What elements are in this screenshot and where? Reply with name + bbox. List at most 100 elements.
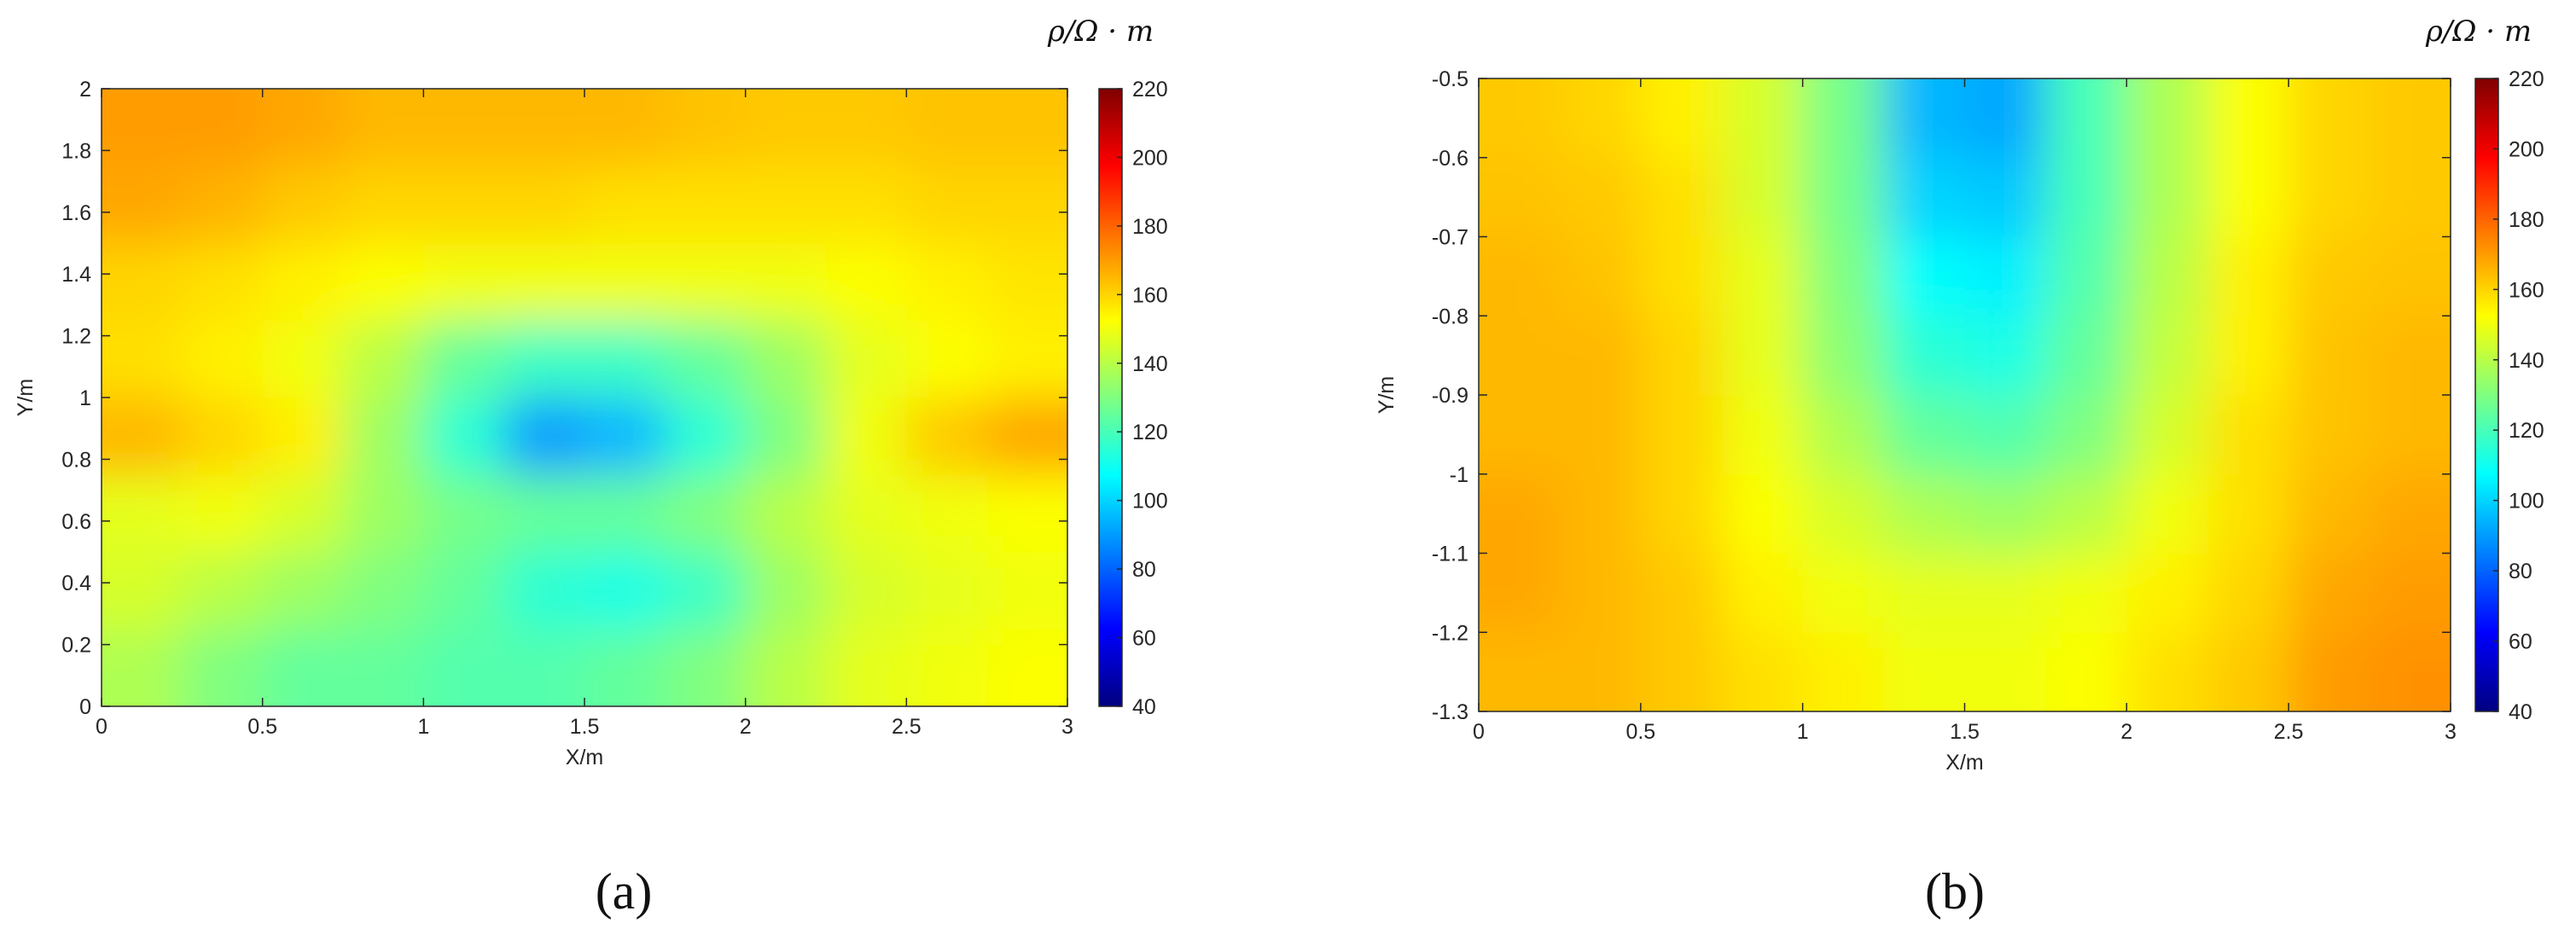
heat-cell	[2126, 395, 2208, 475]
heat-cell	[2045, 236, 2127, 316]
heat-cell	[1883, 157, 1965, 237]
heat-cell	[2207, 473, 2289, 554]
heat-cell	[1640, 553, 1723, 633]
y-tick-label: -1.1	[1432, 543, 1468, 566]
colorbar-tick-label: 40	[2509, 700, 2532, 724]
colorbar-tick-label: 160	[2509, 278, 2544, 302]
heat-cell	[102, 243, 183, 321]
heat-cell	[423, 629, 505, 706]
y-tick-label: 1	[79, 386, 91, 410]
colorbar-tick-label: 140	[2509, 349, 2544, 373]
x-tick-label: 1.5	[570, 715, 600, 739]
heat-cell	[423, 474, 505, 553]
heat-cell	[826, 89, 907, 166]
heat-cell	[2288, 236, 2370, 316]
heat-cell	[2045, 157, 2127, 237]
heat-cell	[826, 474, 907, 553]
heat-cell	[906, 165, 988, 244]
colorbar-tick-label: 140	[1132, 352, 1168, 376]
heat-cell	[1479, 632, 1561, 711]
heat-cell	[906, 474, 988, 553]
heat-cell	[2045, 78, 2127, 159]
heat-cell	[503, 89, 585, 166]
heat-cell	[2370, 395, 2451, 475]
heatmap	[102, 89, 1067, 706]
heat-cell	[503, 474, 585, 553]
heat-cell	[423, 243, 505, 321]
heat-cell	[343, 474, 424, 553]
colorbar-label: ρ/Ω · m	[2425, 15, 2532, 49]
heat-cell	[182, 165, 264, 244]
heat-cell	[2207, 553, 2289, 633]
heat-cell	[2207, 316, 2289, 396]
heat-cell	[1640, 395, 1723, 475]
heat-cell	[423, 165, 505, 244]
heat-cell	[1640, 316, 1723, 396]
heat-cell	[745, 165, 827, 244]
heat-cell	[1964, 553, 2046, 633]
x-tick-label: 2.5	[2274, 720, 2304, 744]
heat-cell	[182, 398, 264, 475]
heat-cell	[262, 474, 344, 553]
heat-cell	[1721, 395, 1804, 475]
heat-cell	[343, 89, 424, 166]
heat-cell	[102, 398, 183, 475]
plot-area	[1479, 78, 2451, 711]
heat-cell	[423, 552, 505, 630]
heat-cell	[986, 398, 1067, 475]
heat-cell	[2126, 78, 2208, 159]
colorbar-label: ρ/Ω · m	[1047, 15, 1154, 49]
heat-cell	[102, 552, 183, 630]
heat-cell	[1883, 316, 1965, 396]
heat-cell	[503, 398, 585, 475]
heat-cell	[182, 629, 264, 706]
colorbar-tick-label: 60	[2509, 630, 2532, 654]
heat-cell	[1964, 78, 2046, 159]
heat-cell	[986, 165, 1067, 244]
colorbar-tick-label: 200	[2509, 137, 2544, 161]
heat-cell	[1559, 236, 1642, 316]
heat-cell	[1883, 395, 1965, 475]
heat-cell	[1721, 316, 1804, 396]
y-tick-label: -1.2	[1432, 621, 1468, 645]
heat-cell	[2207, 236, 2289, 316]
colorbar-tick-label: 100	[1132, 490, 1168, 514]
heat-cell	[1802, 473, 1885, 554]
heat-cell	[584, 165, 666, 244]
heat-cell	[1479, 395, 1561, 475]
heat-cell	[1721, 553, 1804, 633]
heat-cell	[1721, 632, 1804, 711]
heat-cell	[665, 320, 747, 398]
colorbar-tick-label: 40	[1132, 695, 1156, 719]
heat-cell	[1559, 316, 1642, 396]
heat-cell	[1883, 473, 1965, 554]
heat-cell	[826, 552, 907, 630]
heat-cell	[2126, 157, 2208, 237]
y-tick-label: 1.8	[61, 139, 91, 163]
heat-cell	[2207, 395, 2289, 475]
heat-cell	[1640, 632, 1723, 711]
y-tick-label: -0.8	[1432, 305, 1468, 328]
heat-cell	[2288, 78, 2370, 159]
heat-cell	[745, 552, 827, 630]
heat-cell	[2288, 473, 2370, 554]
heat-cell	[826, 398, 907, 475]
colorbar-tick-label: 180	[2509, 208, 2544, 232]
y-tick-label: 1.4	[61, 263, 91, 287]
heat-cell	[503, 552, 585, 630]
heat-cell	[2126, 632, 2208, 711]
heat-cell	[745, 89, 827, 166]
colorbar-tick-label: 180	[1132, 215, 1168, 239]
heat-cell	[665, 89, 747, 166]
heat-cell	[182, 320, 264, 398]
heat-cell	[1721, 157, 1804, 237]
x-axis-label: X/m	[566, 746, 603, 769]
heat-cell	[584, 552, 666, 630]
heat-cell	[1883, 553, 1965, 633]
x-tick-label: 3	[2445, 720, 2457, 744]
heat-cell	[1479, 473, 1561, 554]
heat-cell	[343, 320, 424, 398]
x-tick-label: 0.5	[247, 715, 277, 739]
heat-cell	[182, 89, 264, 166]
